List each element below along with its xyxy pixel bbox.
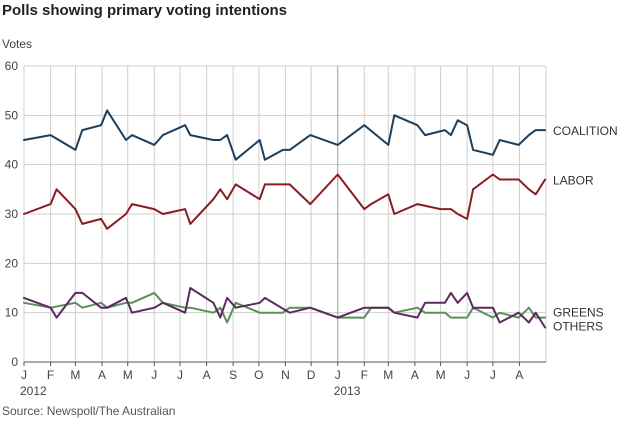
series-label-labor: LABOR (553, 173, 594, 187)
x-tick-label: J (21, 368, 27, 382)
x-tick-label: J (177, 368, 183, 382)
x-tick-label: M (383, 368, 393, 382)
series-label-greens: GREENS (553, 306, 604, 320)
x-tick-label: J (464, 368, 470, 382)
y-tick-label: 60 (5, 59, 19, 73)
x-tick-label: O (254, 368, 263, 382)
x-tick-label: M (436, 368, 446, 382)
x-year-label: 2012 (20, 384, 47, 398)
x-year-label: 2013 (334, 384, 361, 398)
x-tick-label: A (515, 368, 523, 382)
x-tick-label: D (307, 368, 316, 382)
x-tick-label: A (203, 368, 211, 382)
series-lines (23, 109, 547, 329)
series-label-others: OTHERS (553, 320, 603, 334)
x-tick-label: J (335, 368, 341, 382)
y-axis-label: Votes (2, 37, 32, 51)
y-tick-label: 30 (5, 207, 19, 221)
y-tick-label: 50 (5, 108, 19, 122)
series-label-coalition: COALITION (553, 124, 618, 138)
series-line-others (23, 287, 547, 329)
y-tick-label: 20 (5, 256, 19, 270)
y-tick-label: 0 (11, 355, 18, 369)
x-tick-label: J (151, 368, 157, 382)
x-tick-label: F (361, 368, 368, 382)
x-tick-label: N (281, 368, 290, 382)
x-tick-label: M (123, 368, 133, 382)
chart-title: Polls showing primary voting intentions (2, 2, 288, 19)
x-tick-label: M (70, 368, 80, 382)
x-tick-label: J (490, 368, 496, 382)
x-tick-label: A (98, 368, 106, 382)
source-note: Source: Newspoll/The Australian (2, 404, 176, 418)
x-tick-label: A (411, 368, 419, 382)
x-tick-label: S (229, 368, 237, 382)
y-tick-label: 40 (5, 158, 19, 172)
series-line-labor (23, 173, 547, 230)
series-line-coalition (23, 109, 547, 161)
x-tick-label: F (47, 368, 54, 382)
y-tick-label: 10 (5, 306, 19, 320)
